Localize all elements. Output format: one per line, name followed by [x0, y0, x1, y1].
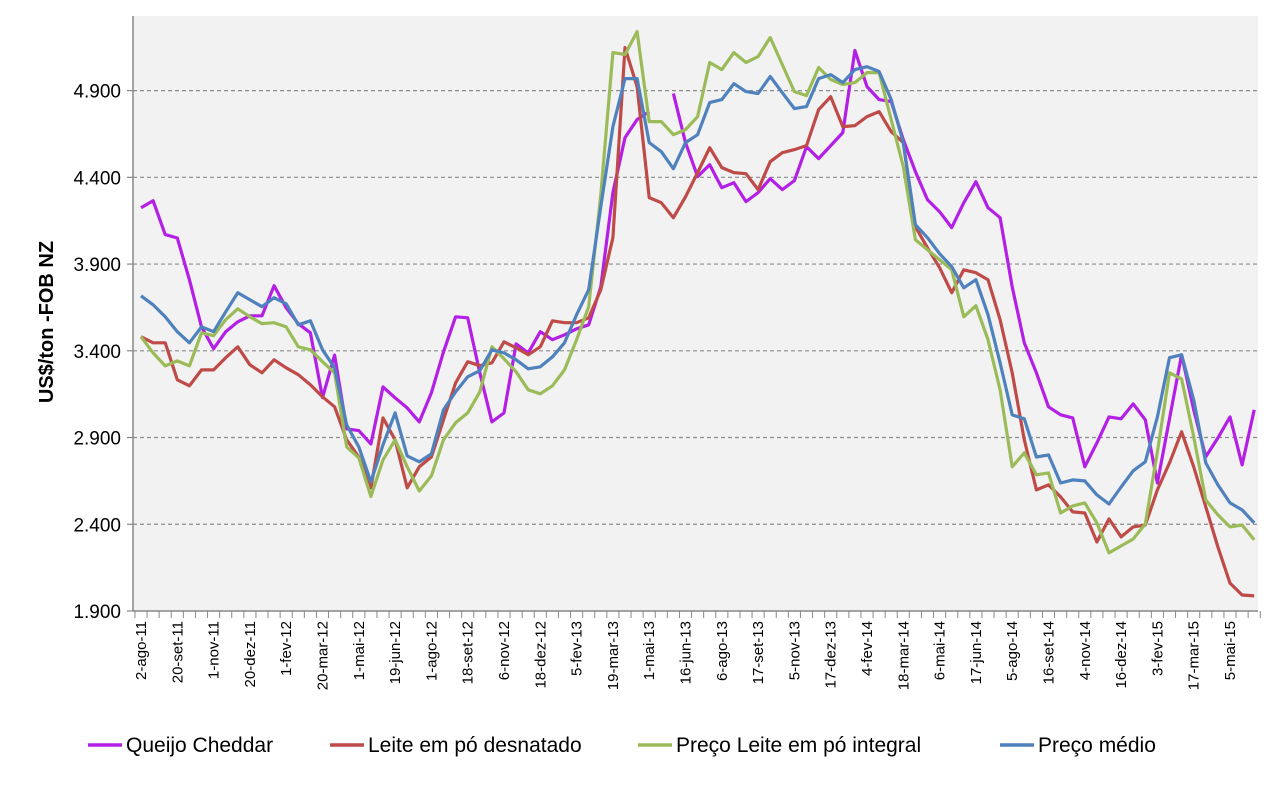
y-axis-title: US$/ton -FOB NZ: [36, 241, 58, 403]
y-tick-label: 3.900: [73, 255, 121, 276]
x-tick-label: 17-jun-14: [968, 621, 985, 684]
x-tick-label: 18-dez-12: [532, 621, 549, 689]
x-tick-label: 20-dez-11: [242, 621, 259, 687]
legend-item: Queijo Cheddar: [88, 734, 273, 757]
x-tick-label: 17-dez-13: [823, 621, 840, 689]
x-tick-label: 16-set-14: [1041, 621, 1058, 684]
x-tick-label: 16-jun-13: [678, 621, 695, 684]
x-tick-label: 2-ago-11: [133, 621, 150, 680]
x-tick-label: 19-jun-12: [387, 621, 404, 684]
x-tick-label: 1-mai-13: [641, 621, 658, 680]
series-line-queijo-cheddar: [140, 48, 1256, 485]
y-tick-label: 1.900: [73, 602, 121, 623]
y-tick-label: 4.400: [73, 168, 121, 189]
x-tick-label: 5-nov-13: [786, 621, 803, 680]
x-tick-label: 16-dez-14: [1113, 621, 1130, 689]
x-axis-ticks: 2-ago-11 20-set-11 1-nov-11 20-dez-11 1-fev-…: [133, 611, 1261, 690]
legend-label: Preço Leite em pó integral: [676, 734, 921, 757]
y-axis-ticks: 1.900 2.400 2.900 3.400 3.900 4.400 4.900: [73, 82, 133, 623]
x-tick-label: 1-mai-12: [351, 621, 368, 680]
series-lines: [139, 30, 1256, 598]
x-tick-label: 18-mar-14: [895, 621, 912, 690]
x-tick-label: 4-fev-14: [859, 621, 876, 676]
x-tick-label: 6-ago-13: [714, 621, 731, 681]
legend-label: Queijo Cheddar: [126, 734, 273, 757]
x-tick-label: 6-nov-12: [496, 621, 513, 680]
legend-item: Preço Leite em pó integral: [638, 734, 921, 757]
y-tick-label: 2.400: [73, 515, 121, 536]
y-tick-label: 4.900: [73, 82, 121, 103]
x-tick-label: 3-fev-15: [1149, 621, 1166, 676]
x-tick-label: 17-set-13: [750, 621, 767, 684]
legend-label: Leite em pó desnatado: [368, 734, 582, 757]
x-tick-label: 1-fev-12: [278, 621, 295, 676]
x-tick-label: 20-mar-12: [315, 621, 332, 690]
legend-item: Leite em pó desnatado: [330, 734, 582, 757]
x-tick-label: 20-set-11: [169, 621, 186, 683]
x-tick-label: 6-mai-14: [932, 621, 949, 680]
x-tick-label: 18-set-12: [460, 621, 477, 684]
legend: Queijo Cheddar Leite em pó desnatado Preço…: [88, 734, 1156, 757]
legend-item: Preço médio: [1000, 734, 1156, 757]
x-tick-label: 5-fev-13: [569, 621, 586, 676]
y-tick-label: 3.400: [73, 342, 121, 363]
y-tick-label: 2.900: [73, 429, 121, 450]
series-line-pre-o-m-dio: [140, 65, 1256, 524]
x-tick-label: 5-ago-14: [1004, 621, 1021, 681]
plot-area: [133, 16, 1258, 611]
x-tick-label: 1-nov-11: [206, 621, 223, 679]
x-tick-label: 4-nov-14: [1077, 621, 1094, 680]
x-tick-label: 19-mar-13: [605, 621, 622, 690]
x-tick-label: 17-mar-15: [1186, 621, 1203, 690]
series-line-pre-o-leite-em-p-integral: [139, 30, 1256, 555]
legend-label: Preço médio: [1038, 734, 1156, 757]
x-tick-label: 5-mai-15: [1222, 621, 1239, 680]
x-tick-label: 1-ago-12: [423, 621, 440, 681]
